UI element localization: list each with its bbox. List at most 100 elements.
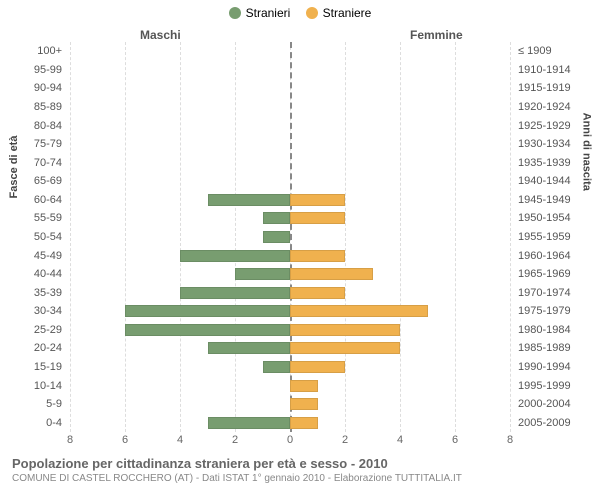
figure-subtitle: COMUNE DI CASTEL ROCCHERO (AT) - Dati IS… [12,473,588,484]
pyramid-row: 65-691940-1944 [70,172,510,190]
pyramid-row: 55-591950-1954 [70,209,510,227]
pyramid-row: 50-541955-1959 [70,228,510,246]
pyramid-row: 30-341975-1979 [70,302,510,320]
female-bar [290,212,345,224]
age-label: 5-9 [46,395,62,413]
x-tick-label: 6 [122,434,128,446]
pyramid-row: 75-791930-1934 [70,135,510,153]
male-bar [125,324,290,336]
female-bar [290,417,318,429]
pyramid-row: 15-191990-1994 [70,358,510,376]
birth-year-label: 1910-1914 [518,61,571,79]
age-label: 40-44 [34,265,62,283]
age-label: 35-39 [34,284,62,302]
age-label: 30-34 [34,302,62,320]
pyramid-row: 90-941915-1919 [70,79,510,97]
male-bar [208,342,291,354]
age-label: 90-94 [34,79,62,97]
male-bar [208,194,291,206]
female-bar [290,361,345,373]
legend-item-male: Stranieri [229,6,291,20]
age-label: 15-19 [34,358,62,376]
male-bar [235,268,290,280]
age-label: 0-4 [46,414,62,432]
birth-year-label: 1920-1924 [518,98,571,116]
female-bar [290,342,400,354]
birth-year-label: 1995-1999 [518,377,571,395]
pyramid-row: 20-241985-1989 [70,339,510,357]
birth-year-label: 2000-2004 [518,395,571,413]
birth-year-label: 1940-1944 [518,172,571,190]
birth-year-label: 1930-1934 [518,135,571,153]
age-label: 95-99 [34,61,62,79]
pyramid-row: 100+≤ 1909 [70,42,510,60]
female-bar [290,398,318,410]
x-tick-label: 0 [287,434,293,446]
legend-label-male: Stranieri [246,6,291,20]
age-label: 75-79 [34,135,62,153]
x-axis-ticks: 864202468 [70,434,510,450]
age-label: 70-74 [34,154,62,172]
pyramid-row: 45-491960-1964 [70,247,510,265]
birth-year-label: ≤ 1909 [518,42,552,60]
female-header: Femmine [410,28,463,42]
birth-year-label: 1970-1974 [518,284,571,302]
male-bar [263,231,291,243]
birth-year-label: 1990-1994 [518,358,571,376]
x-tick-label: 2 [232,434,238,446]
pyramid-row: 85-891920-1924 [70,98,510,116]
birth-year-label: 1985-1989 [518,339,571,357]
birth-year-label: 1945-1949 [518,191,571,209]
female-bar [290,305,428,317]
birth-year-label: 1935-1939 [518,154,571,172]
female-bar [290,250,345,262]
pyramid-row: 40-441965-1969 [70,265,510,283]
female-bar [290,380,318,392]
x-tick-label: 4 [397,434,403,446]
male-bar [263,361,291,373]
pyramid-row: 95-991910-1914 [70,61,510,79]
age-label: 50-54 [34,228,62,246]
gridline [510,42,511,432]
age-label: 55-59 [34,209,62,227]
birth-year-label: 1955-1959 [518,228,571,246]
male-header: Maschi [140,28,181,42]
birth-year-label: 1965-1969 [518,265,571,283]
population-pyramid-figure: Stranieri Straniere Maschi Femmine Fasce… [0,0,600,500]
male-bar [263,212,291,224]
plot-area: 100+≤ 190995-991910-191490-941915-191985… [70,42,510,432]
x-tick-label: 4 [177,434,183,446]
male-bar [125,305,290,317]
age-label: 85-89 [34,98,62,116]
y-axis-title-right: Anni di nascita [580,113,592,191]
birth-year-label: 1975-1979 [518,302,571,320]
male-bar [180,250,290,262]
legend-swatch-female [306,7,318,19]
birth-year-label: 1915-1919 [518,79,571,97]
age-label: 60-64 [34,191,62,209]
female-bar [290,268,373,280]
figure-title: Popolazione per cittadinanza straniera p… [12,456,588,471]
birth-year-label: 1925-1929 [518,117,571,135]
age-label: 65-69 [34,172,62,190]
pyramid-row: 5-92000-2004 [70,395,510,413]
birth-year-label: 2005-2009 [518,414,571,432]
bar-rows: 100+≤ 190995-991910-191490-941915-191985… [70,42,510,432]
legend-swatch-male [229,7,241,19]
x-tick-label: 6 [452,434,458,446]
figure-footer: Popolazione per cittadinanza straniera p… [12,456,588,484]
age-label: 20-24 [34,339,62,357]
female-bar [290,287,345,299]
age-label: 25-29 [34,321,62,339]
age-label: 80-84 [34,117,62,135]
pyramid-row: 70-741935-1939 [70,154,510,172]
age-label: 100+ [37,42,62,60]
legend-item-female: Straniere [306,6,372,20]
female-bar [290,324,400,336]
pyramid-row: 25-291980-1984 [70,321,510,339]
x-tick-label: 2 [342,434,348,446]
age-label: 10-14 [34,377,62,395]
legend: Stranieri Straniere [0,6,600,22]
birth-year-label: 1960-1964 [518,247,571,265]
x-tick-label: 8 [507,434,513,446]
